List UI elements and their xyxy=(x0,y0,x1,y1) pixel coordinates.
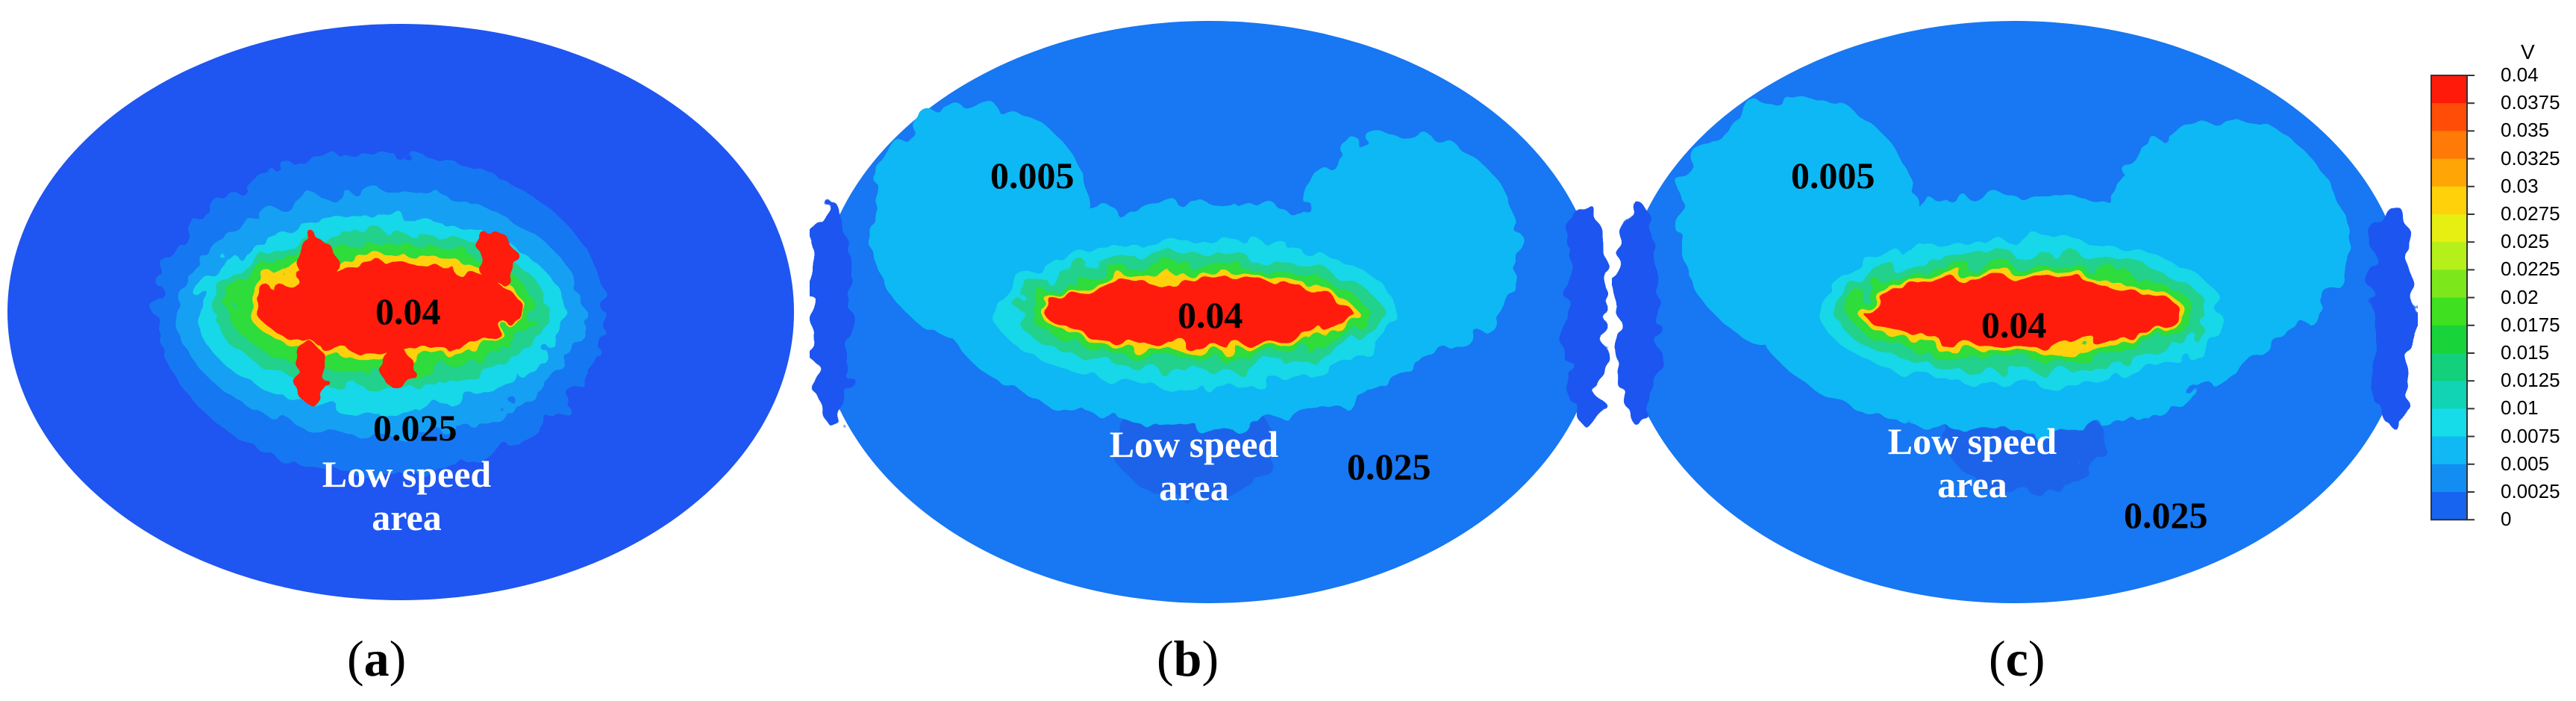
panel-caption-a: (a) xyxy=(347,630,407,687)
colorbar-tick-label: 0.0125 xyxy=(2501,369,2560,392)
panel-b: 0.005 0.04 0.025 Low speed area (b) xyxy=(810,0,1616,701)
colorbar-swatch-15 xyxy=(2431,492,2467,520)
colorbar-swatch-5 xyxy=(2431,214,2467,243)
low-speed-label: Low speed area xyxy=(295,453,519,539)
colorbar-tick-label: 0.04 xyxy=(2501,63,2539,86)
label-center: 0.04 xyxy=(1178,294,1243,336)
colorbar xyxy=(2430,75,2475,521)
low-speed-line2: area xyxy=(1159,466,1229,508)
colorbar-swatch-10 xyxy=(2431,353,2467,381)
label-upper: 0.005 xyxy=(990,155,1075,196)
colorbar-swatch-0 xyxy=(2431,75,2467,104)
colorbar-tick-label: 0.035 xyxy=(2501,119,2550,142)
label-lower: 0.025 xyxy=(373,407,457,449)
contour-plot-b xyxy=(811,21,1607,603)
contour-plot-a xyxy=(7,24,794,600)
colorbar-tick-label: 0.0375 xyxy=(2501,91,2560,114)
colorbar-swatch-6 xyxy=(2431,242,2467,270)
edge-band-left xyxy=(1617,202,1659,426)
panel-caption-c: (c) xyxy=(1989,630,2045,687)
low-speed-line2: area xyxy=(1937,463,2007,505)
colorbar-tick-label: 0.005 xyxy=(2501,452,2550,475)
colorbar-tick-label: 0.0275 xyxy=(2501,202,2560,225)
colorbar-swatch-3 xyxy=(2431,158,2467,187)
edge-band-right xyxy=(2371,202,2413,426)
colorbar-swatch-7 xyxy=(2431,270,2467,299)
colorbar-tick-label: 0.0325 xyxy=(2501,146,2560,169)
contour-0040-plume-2 xyxy=(478,232,515,283)
low-speed-label: Low speed area xyxy=(1860,420,2084,506)
colorbar-swatch-13 xyxy=(2431,436,2467,465)
low-speed-line2: area xyxy=(372,496,442,538)
label-lower: 0.025 xyxy=(1347,446,1431,487)
colorbar-tick-label: 0.0225 xyxy=(2501,258,2560,281)
colorbar-tick-label: 0.025 xyxy=(2501,230,2550,253)
colorbar-swatch-1 xyxy=(2431,103,2467,131)
colorbar-tick-label: 0.0025 xyxy=(2501,480,2560,502)
colorbar-swatch-12 xyxy=(2431,408,2467,437)
panel-caption-b: (b) xyxy=(1157,630,1219,687)
colorbar-tick-label: 0.03 xyxy=(2501,174,2539,197)
colorbar-legend: V 0.04 0.0375 0.035 0.0325 0.03 0.0275 0.025 0.… xyxy=(2429,30,2576,567)
colorbar-tick-label: 0 xyxy=(2501,508,2512,531)
contour-0040 xyxy=(1864,278,2180,346)
legend-title: V xyxy=(2521,40,2535,63)
colorbar-swatch-9 xyxy=(2431,325,2467,354)
panel-c: 0.005 0.04 0.025 Low speed area (c) xyxy=(1612,0,2418,701)
contour-plot-c xyxy=(1617,21,2413,603)
label-center: 0.04 xyxy=(375,290,441,332)
colorbar-swatch-11 xyxy=(2431,381,2467,409)
colorbar-tick-label: 0.0175 xyxy=(2501,313,2560,336)
colorbar-tick-label: 0.015 xyxy=(2501,341,2550,364)
low-speed-line1: Low speed xyxy=(322,453,492,495)
label-upper: 0.005 xyxy=(1791,155,1875,196)
contour-0040-plume-4 xyxy=(382,343,409,388)
colorbar-swatch-14 xyxy=(2431,464,2467,493)
edge-band-right xyxy=(1565,202,1607,426)
colorbar-swatch-2 xyxy=(2431,131,2467,160)
colorbar-swatch-8 xyxy=(2431,297,2467,326)
colorbar-swatch-4 xyxy=(2431,186,2467,215)
contour-0040-plume-3 xyxy=(293,343,326,403)
contour-0040 xyxy=(255,264,521,351)
label-center: 0.04 xyxy=(1981,304,2047,346)
low-speed-line1: Low speed xyxy=(1109,423,1279,465)
colorbar-tick-label: 0.01 xyxy=(2501,396,2539,420)
colorbar-tick-label: 0.02 xyxy=(2501,285,2539,308)
low-speed-label: Low speed area xyxy=(1082,423,1306,509)
panel-a: 0.04 0.025 Low speed area (a) xyxy=(0,0,806,701)
label-lower: 0.025 xyxy=(2124,494,2208,536)
low-speed-line1: Low speed xyxy=(1887,420,2057,462)
contour-0040 xyxy=(1045,278,1351,346)
edge-band-left xyxy=(811,202,853,426)
colorbar-tick-label: 0.0075 xyxy=(2501,424,2560,447)
contour-0040-plume-1 xyxy=(301,237,334,285)
